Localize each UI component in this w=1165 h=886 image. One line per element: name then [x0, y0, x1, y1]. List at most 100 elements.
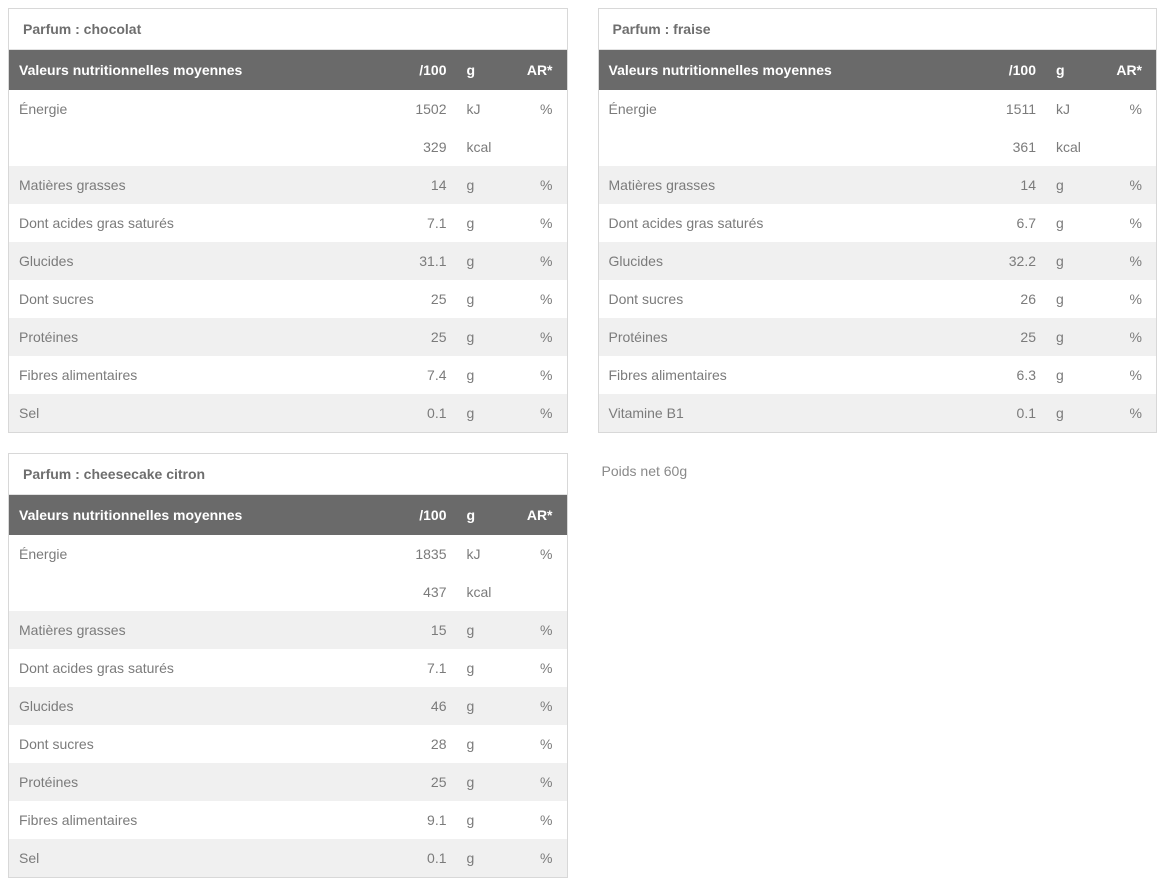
column-header: /100 — [397, 50, 457, 90]
card-title: Parfum : fraise — [599, 9, 1157, 50]
cell-ar: % — [507, 242, 567, 280]
table-row: Dont sucres25g% — [9, 280, 567, 318]
table-row: Dont acides gras saturés6.7g% — [599, 204, 1157, 242]
cell-value: 1511 — [986, 90, 1046, 128]
nutrition-table: Valeurs nutritionnelles moyennes/100gAR*… — [9, 495, 567, 877]
cell-unit: g — [457, 611, 507, 649]
cell-label: Dont sucres — [9, 725, 397, 763]
column-header: Valeurs nutritionnelles moyennes — [599, 50, 987, 90]
cell-value: 361 — [986, 128, 1046, 166]
cell-unit: kcal — [457, 128, 507, 166]
table-row: Protéines25g% — [9, 763, 567, 801]
table-row: Glucides46g% — [9, 687, 567, 725]
table-row: Glucides32.2g% — [599, 242, 1157, 280]
cell-value: 329 — [397, 128, 457, 166]
cell-value: 14 — [397, 166, 457, 204]
cell-label: Glucides — [9, 242, 397, 280]
column-header: g — [457, 495, 507, 535]
cell-ar: % — [507, 687, 567, 725]
cell-unit: g — [1046, 204, 1096, 242]
cell-label — [9, 573, 397, 611]
cell-ar: % — [507, 356, 567, 394]
card-title: Parfum : cheesecake citron — [9, 454, 567, 495]
card-title: Parfum : chocolat — [9, 9, 567, 50]
cell-ar: % — [1096, 204, 1156, 242]
table-row: Énergie1502kJ% — [9, 90, 567, 128]
cell-unit: g — [1046, 280, 1096, 318]
cell-value: 7.4 — [397, 356, 457, 394]
nutrition-card: Parfum : chocolatValeurs nutritionnelles… — [8, 8, 568, 433]
table-row: Protéines25g% — [599, 318, 1157, 356]
cell-unit: g — [1046, 356, 1096, 394]
net-weight-note: Poids net 60g — [598, 453, 1158, 878]
column-header: AR* — [1096, 50, 1156, 90]
cell-label: Sel — [9, 839, 397, 877]
cell-label: Énergie — [599, 90, 987, 128]
column-header: AR* — [507, 50, 567, 90]
cell-label: Énergie — [9, 90, 397, 128]
cell-value: 9.1 — [397, 801, 457, 839]
table-row: 437kcal — [9, 573, 567, 611]
cell-label — [599, 128, 987, 166]
table-row: Vitamine B10.1g% — [599, 394, 1157, 432]
cell-label: Dont acides gras saturés — [9, 649, 397, 687]
cell-label: Glucides — [599, 242, 987, 280]
cell-unit: g — [457, 801, 507, 839]
cell-unit: g — [457, 280, 507, 318]
cell-ar: % — [507, 801, 567, 839]
table-row: Dont acides gras saturés7.1g% — [9, 204, 567, 242]
table-row: Dont sucres26g% — [599, 280, 1157, 318]
nutrition-card: Parfum : cheesecake citronValeurs nutrit… — [8, 453, 568, 878]
cell-unit: g — [1046, 166, 1096, 204]
cell-ar: % — [507, 204, 567, 242]
cell-value: 28 — [397, 725, 457, 763]
cell-ar: % — [507, 535, 567, 573]
cell-ar: % — [1096, 318, 1156, 356]
column-header: g — [457, 50, 507, 90]
cell-ar: % — [1096, 280, 1156, 318]
cell-unit: g — [457, 242, 507, 280]
nutrition-grid: Parfum : chocolatValeurs nutritionnelles… — [8, 8, 1157, 878]
table-row: Protéines25g% — [9, 318, 567, 356]
cell-ar: % — [507, 725, 567, 763]
cell-ar: % — [507, 90, 567, 128]
cell-label: Énergie — [9, 535, 397, 573]
cell-ar: % — [507, 166, 567, 204]
cell-ar: % — [507, 280, 567, 318]
cell-value: 6.3 — [986, 356, 1046, 394]
cell-unit: kJ — [457, 535, 507, 573]
cell-value: 15 — [397, 611, 457, 649]
cell-label: Dont sucres — [599, 280, 987, 318]
column-header: /100 — [397, 495, 457, 535]
cell-label: Matières grasses — [599, 166, 987, 204]
table-row: Dont sucres28g% — [9, 725, 567, 763]
cell-label: Protéines — [9, 318, 397, 356]
cell-unit: g — [457, 356, 507, 394]
column-header: Valeurs nutritionnelles moyennes — [9, 495, 397, 535]
cell-unit: g — [1046, 242, 1096, 280]
cell-label: Sel — [9, 394, 397, 432]
cell-value: 25 — [397, 280, 457, 318]
cell-ar: % — [507, 318, 567, 356]
cell-value: 32.2 — [986, 242, 1046, 280]
cell-ar: % — [1096, 394, 1156, 432]
table-row: Énergie1511kJ% — [599, 90, 1157, 128]
cell-ar: % — [507, 839, 567, 877]
cell-label: Dont acides gras saturés — [9, 204, 397, 242]
cell-label: Dont acides gras saturés — [599, 204, 987, 242]
cell-label: Matières grasses — [9, 611, 397, 649]
cell-ar: % — [1096, 90, 1156, 128]
cell-label: Glucides — [9, 687, 397, 725]
nutrition-table: Valeurs nutritionnelles moyennes/100gAR*… — [9, 50, 567, 432]
table-row: Dont acides gras saturés7.1g% — [9, 649, 567, 687]
cell-unit: g — [457, 725, 507, 763]
cell-ar: % — [507, 394, 567, 432]
cell-unit: g — [457, 687, 507, 725]
cell-value: 1502 — [397, 90, 457, 128]
table-row: Glucides31.1g% — [9, 242, 567, 280]
cell-ar — [507, 573, 567, 611]
cell-label: Fibres alimentaires — [9, 801, 397, 839]
column-header: Valeurs nutritionnelles moyennes — [9, 50, 397, 90]
table-row: Énergie1835kJ% — [9, 535, 567, 573]
table-row: Fibres alimentaires7.4g% — [9, 356, 567, 394]
